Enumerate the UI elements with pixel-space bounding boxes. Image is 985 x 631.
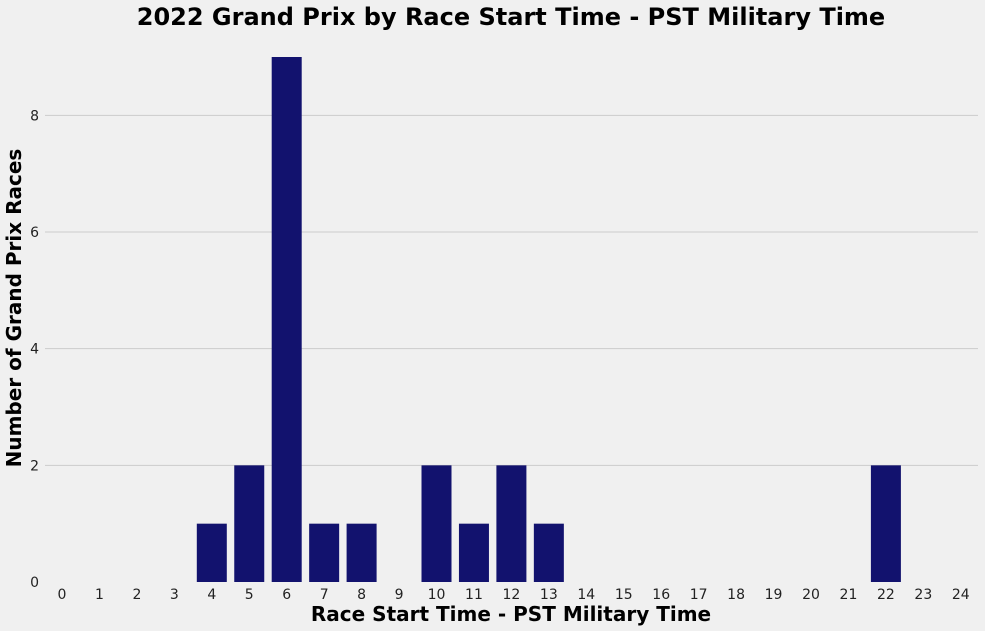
bar-22 <box>870 465 901 582</box>
bar-8 <box>346 523 377 582</box>
bar-7 <box>309 523 340 582</box>
x-tick-label: 14 <box>577 587 595 603</box>
x-tick-label: 22 <box>877 587 895 603</box>
x-tick-label: 16 <box>652 587 670 603</box>
x-tick-label: 17 <box>690 587 708 603</box>
x-tick-label: 8 <box>357 587 366 603</box>
x-tick-label: 11 <box>465 587 483 603</box>
x-tick-label: 23 <box>914 587 932 603</box>
bar-10 <box>421 465 452 582</box>
x-tick-label: 1 <box>95 587 104 603</box>
bars <box>196 57 901 582</box>
y-tick-label: 8 <box>30 108 39 124</box>
x-tick-label: 24 <box>952 587 970 603</box>
x-tick-label: 5 <box>245 587 254 603</box>
x-tick-label: 7 <box>320 587 329 603</box>
x-tick-label: 13 <box>540 587 558 603</box>
x-tick-label: 19 <box>765 587 783 603</box>
bar-4 <box>196 523 227 582</box>
x-tick-label: 15 <box>615 587 633 603</box>
x-tick-label: 12 <box>502 587 520 603</box>
x-tick-label: 4 <box>207 587 216 603</box>
chart-title: 2022 Grand Prix by Race Start Time - PST… <box>137 3 885 31</box>
grid-lines <box>45 114 978 466</box>
x-tick-label: 3 <box>170 587 179 603</box>
y-tick-labels: 0 2 4 6 8 <box>30 108 39 591</box>
y-tick-label: 0 <box>30 575 39 591</box>
x-tick-label: 2 <box>132 587 141 603</box>
x-tick-label: 10 <box>428 587 446 603</box>
bar-12 <box>496 465 527 582</box>
x-tick-label: 21 <box>840 587 858 603</box>
y-axis-label: Number of Grand Prix Races <box>2 149 26 468</box>
x-tick-label: 18 <box>727 587 745 603</box>
x-tick-label: 6 <box>282 587 291 603</box>
bar-5 <box>234 465 265 582</box>
x-tick-labels: 0 1 2 3 4 5 6 7 8 9 10 11 12 13 14 15 16 17 18 19 20 21 22 23 24 <box>58 587 970 603</box>
y-tick-label: 4 <box>30 342 39 358</box>
bar-11 <box>458 523 489 582</box>
x-tick-label: 20 <box>802 587 820 603</box>
bar-6 <box>271 57 302 582</box>
x-axis-label: Race Start Time - PST Military Time <box>311 602 711 626</box>
x-tick-label: 0 <box>58 587 67 603</box>
bar-13 <box>533 523 564 582</box>
x-tick-label: 9 <box>395 587 404 603</box>
y-tick-label: 2 <box>30 458 39 474</box>
y-tick-label: 6 <box>30 225 39 241</box>
